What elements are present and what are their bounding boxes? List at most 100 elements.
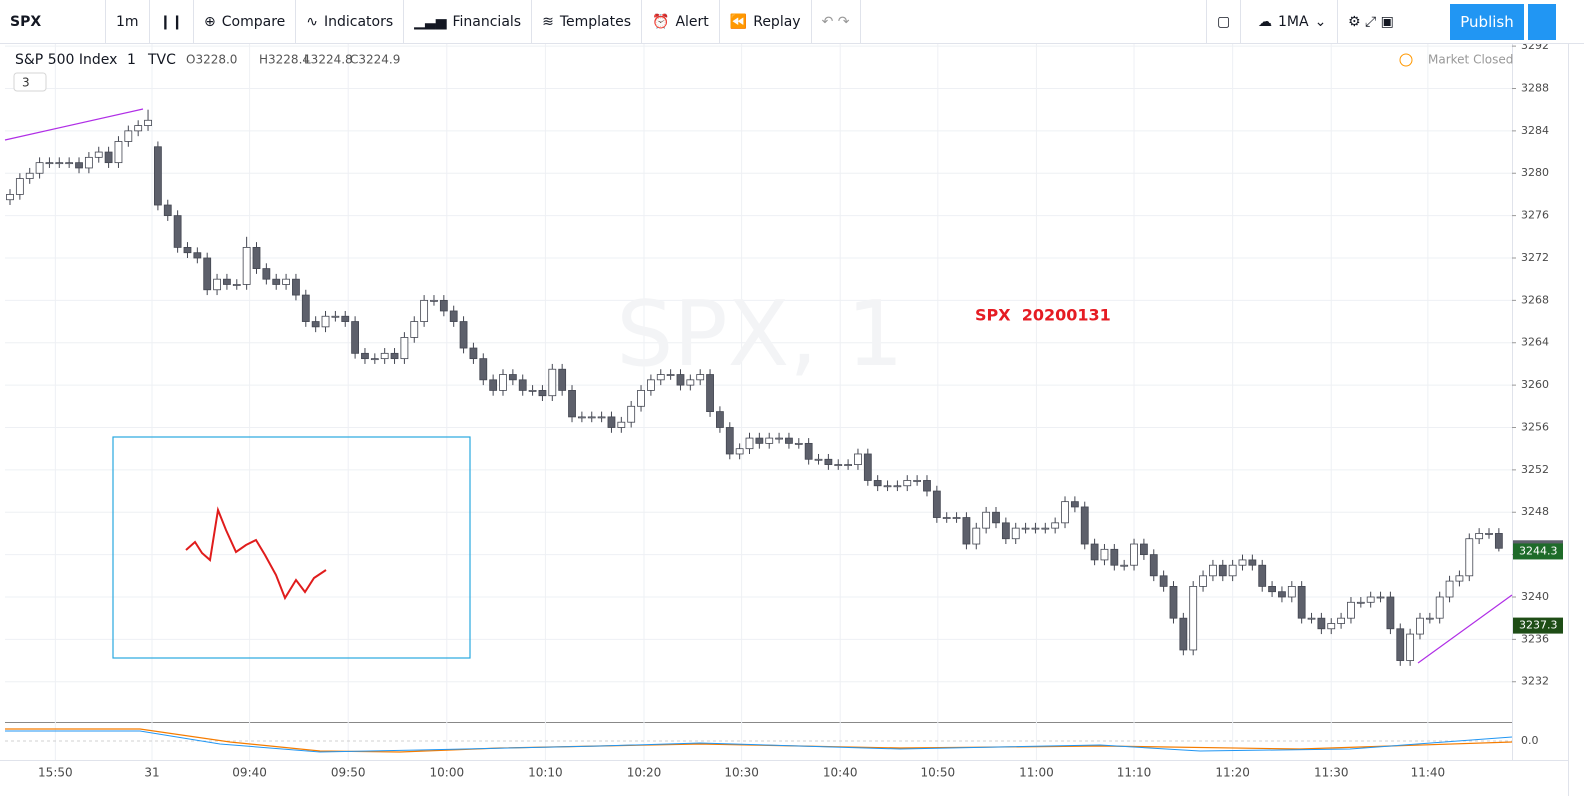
x-tick-label: 09:50: [331, 766, 366, 780]
y-tick-label: 3292: [1521, 44, 1549, 52]
watermark: SPX, 1: [616, 282, 904, 387]
candle-body: [84, 156, 93, 169]
candle-body: [153, 146, 162, 206]
candle-body: [607, 416, 616, 428]
label: Financials: [452, 13, 522, 30]
collapse-button: [13, 72, 47, 92]
candle-body: [637, 390, 645, 407]
candle-body: [361, 352, 369, 360]
sidebar-border: [1568, 44, 1569, 796]
candle-body: [755, 437, 764, 444]
annotation: SPX 20200131: [975, 306, 1111, 325]
candle-body: [144, 119, 152, 126]
candle-body: [716, 411, 724, 428]
indicator-line: [5, 730, 1513, 753]
y-tick-label: 3260: [1521, 378, 1549, 391]
candle-body: [1140, 543, 1148, 556]
candle-body: [380, 352, 389, 360]
candle-body: [972, 527, 981, 545]
candle-body: [1317, 617, 1326, 630]
candle-body: [370, 358, 379, 361]
templates[interactable]: ≋ Templates: [532, 0, 643, 44]
layout[interactable]: ▢: [1206, 0, 1242, 44]
publish[interactable]: Publish: [1450, 4, 1524, 40]
candle-body: [1258, 564, 1267, 587]
undo-redo[interactable]: ↶ ↷: [812, 0, 861, 44]
x-tick-label: 31: [144, 766, 159, 780]
candle-body: [844, 464, 852, 466]
status-icon: [1399, 53, 1413, 67]
candle-body: [193, 252, 202, 259]
candle-body: [1001, 522, 1010, 540]
candle-body: [1494, 533, 1503, 549]
label: Alert: [675, 13, 709, 30]
candle-body: [873, 480, 882, 487]
x-tick-label: 10:40: [823, 766, 858, 780]
candle-body: [725, 427, 734, 455]
candle-body: [223, 278, 231, 285]
candle-body: [706, 374, 714, 413]
indicators[interactable]: ∿ Indicators: [296, 0, 405, 44]
candle-body: [676, 374, 685, 386]
candle-body: [331, 315, 340, 318]
candle-body: [765, 437, 774, 444]
candle-body: [1366, 596, 1375, 603]
candle-body: [183, 246, 192, 254]
candle-body: [1278, 591, 1286, 598]
candle-body: [854, 453, 862, 465]
label: Indicators: [324, 13, 394, 30]
label: 1MA: [1278, 13, 1309, 30]
y-tick-label: 3272: [1521, 251, 1549, 264]
candle-body: [932, 490, 941, 518]
legend-text: 1: [127, 52, 136, 68]
pane-border: [5, 722, 1512, 723]
candle-body: [538, 390, 547, 397]
candle-body: [1455, 575, 1464, 582]
x-tick-label: 10:20: [627, 766, 662, 780]
financials[interactable]: ▁▃▅ Financials: [404, 0, 533, 44]
candle-body: [1218, 564, 1227, 577]
candle-body: [577, 416, 586, 419]
candle-body: [272, 278, 281, 285]
candle-body: [656, 374, 665, 381]
legend-text: TVC: [147, 52, 176, 68]
play[interactable]: [1528, 4, 1556, 40]
candle-body: [213, 278, 221, 291]
alert[interactable]: ⏰ Alert: [642, 0, 720, 44]
candle-body: [528, 390, 537, 392]
candle-body: [775, 437, 783, 440]
candle-body: [400, 337, 409, 360]
candle-body: [903, 480, 912, 487]
settings[interactable]: ⚙ ⤢ ▣: [1348, 13, 1394, 30]
candle-body: [301, 294, 310, 322]
axis-border: [1512, 44, 1513, 760]
candle-body: [232, 284, 241, 286]
candle-body: [430, 299, 438, 302]
candle-body: [173, 215, 182, 248]
price-label-bg: [1513, 543, 1563, 560]
candle-body: [834, 464, 843, 466]
candle-body: [597, 416, 606, 419]
candle-body: [242, 246, 251, 285]
x-tick-label: 10:00: [430, 766, 465, 780]
replay[interactable]: ⏪ Replay: [720, 0, 812, 44]
y-tick-label: 3248: [1521, 505, 1549, 518]
y-tick-label: 3240: [1521, 590, 1549, 603]
candle-body: [252, 246, 261, 269]
candle-body: [1228, 564, 1237, 577]
symbol[interactable]: SPX: [0, 0, 106, 44]
y-tick-label: 3236: [1521, 632, 1549, 645]
interval[interactable]: 1m: [106, 0, 150, 44]
legend-text: C3224.9: [350, 53, 400, 67]
compare[interactable]: ⊕ Compare: [194, 0, 297, 44]
candle-body: [420, 299, 429, 322]
candle-body: [568, 390, 576, 418]
candle-body: [124, 130, 133, 142]
ma[interactable]: ☁ 1MA ⌄: [1248, 0, 1338, 44]
candle-body: [1386, 596, 1395, 630]
y-tick-label: 0.0: [1521, 734, 1539, 747]
candle-body: [686, 379, 695, 386]
candle-body: [469, 347, 478, 360]
candle-body: [1100, 548, 1109, 561]
chart-style[interactable]: ❙❙: [150, 0, 195, 44]
